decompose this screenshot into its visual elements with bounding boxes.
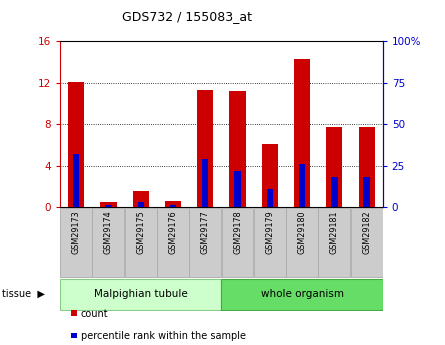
Text: GSM29176: GSM29176 [169, 210, 178, 254]
Bar [331, 177, 338, 207]
Bar [299, 164, 305, 207]
Bar [165, 200, 181, 207]
Bar [197, 89, 213, 207]
Bar [230, 90, 246, 207]
Bar [235, 170, 241, 207]
Text: GSM29175: GSM29175 [136, 210, 145, 254]
Bar [138, 202, 144, 207]
FancyBboxPatch shape [286, 208, 318, 277]
FancyBboxPatch shape [254, 208, 286, 277]
FancyBboxPatch shape [93, 208, 125, 277]
Bar [294, 59, 310, 207]
Text: percentile rank within the sample: percentile rank within the sample [81, 332, 246, 341]
Text: whole organism: whole organism [260, 289, 344, 299]
FancyBboxPatch shape [318, 208, 350, 277]
Bar [359, 127, 375, 207]
Bar [267, 189, 273, 207]
Text: Malpighian tubule: Malpighian tubule [94, 289, 188, 299]
Bar [105, 205, 112, 207]
Text: GSM29179: GSM29179 [265, 210, 274, 254]
Text: GSM29174: GSM29174 [104, 210, 113, 254]
Bar [68, 82, 84, 207]
Bar [262, 144, 278, 207]
Bar [364, 177, 370, 207]
Text: GSM29178: GSM29178 [233, 210, 242, 254]
Bar [101, 201, 117, 207]
FancyBboxPatch shape [125, 208, 157, 277]
FancyBboxPatch shape [222, 279, 383, 309]
Text: GDS732 / 155083_at: GDS732 / 155083_at [122, 10, 252, 23]
Bar [170, 205, 176, 207]
Text: GSM29182: GSM29182 [362, 210, 371, 254]
FancyBboxPatch shape [157, 208, 189, 277]
Text: GSM29180: GSM29180 [298, 210, 307, 254]
FancyBboxPatch shape [60, 208, 92, 277]
Bar [202, 159, 209, 207]
Bar [326, 127, 342, 207]
Bar [73, 154, 80, 207]
Text: GSM29177: GSM29177 [201, 210, 210, 254]
Bar [133, 191, 149, 207]
FancyBboxPatch shape [222, 208, 254, 277]
Text: GSM29181: GSM29181 [330, 210, 339, 254]
Text: tissue  ▶: tissue ▶ [2, 289, 45, 299]
FancyBboxPatch shape [351, 208, 383, 277]
Text: GSM29173: GSM29173 [72, 210, 81, 254]
Text: count: count [81, 309, 109, 319]
FancyBboxPatch shape [189, 208, 221, 277]
FancyBboxPatch shape [60, 279, 222, 309]
